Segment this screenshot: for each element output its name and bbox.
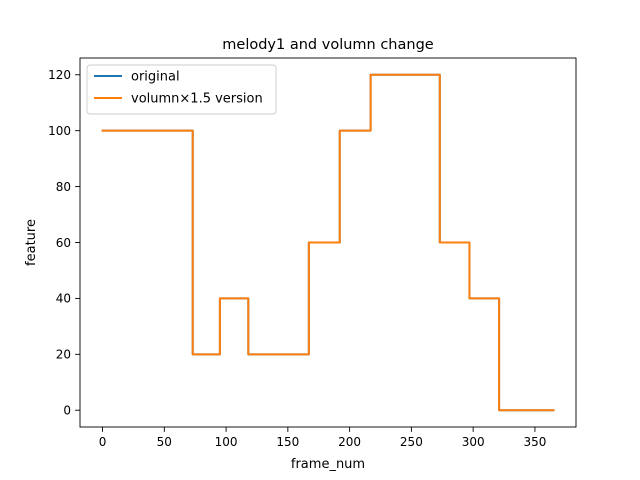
- x-axis-label: frame_num: [291, 457, 365, 472]
- legend-frame: [86, 64, 277, 115]
- x-tick-label: 350: [523, 435, 546, 449]
- x-tick-label: 100: [215, 435, 238, 449]
- x-tick-label: 50: [157, 435, 172, 449]
- y-tick-label: 120: [48, 68, 71, 82]
- legend-label-scaled: volumn×1.5 version: [131, 92, 263, 107]
- series-line-2: [101, 73, 555, 412]
- y-tick-label: 60: [56, 236, 71, 250]
- y-axis-label: feature: [24, 219, 39, 266]
- chart-title: melody1 and volumn change: [222, 37, 433, 53]
- x-tick-label: 300: [462, 435, 485, 449]
- y-tick-label: 40: [56, 292, 71, 306]
- x-tick-label: 0: [99, 435, 107, 449]
- y-tick-label: 0: [63, 404, 71, 418]
- x-tick-label: 200: [338, 435, 361, 449]
- plot-area: [101, 73, 555, 412]
- y-axis: 0 20 40 60 80 100 120: [48, 68, 80, 418]
- x-tick-label: 250: [400, 435, 423, 449]
- legend-label-original: original: [131, 70, 180, 85]
- x-axis: 0 50 100 150 200 250 300 350: [99, 427, 546, 449]
- y-tick-label: 100: [48, 124, 71, 138]
- y-tick-label: 20: [56, 348, 71, 362]
- x-tick-label: 150: [276, 435, 299, 449]
- y-tick-label: 80: [56, 180, 71, 194]
- legend: original volumn×1.5 version: [86, 64, 277, 115]
